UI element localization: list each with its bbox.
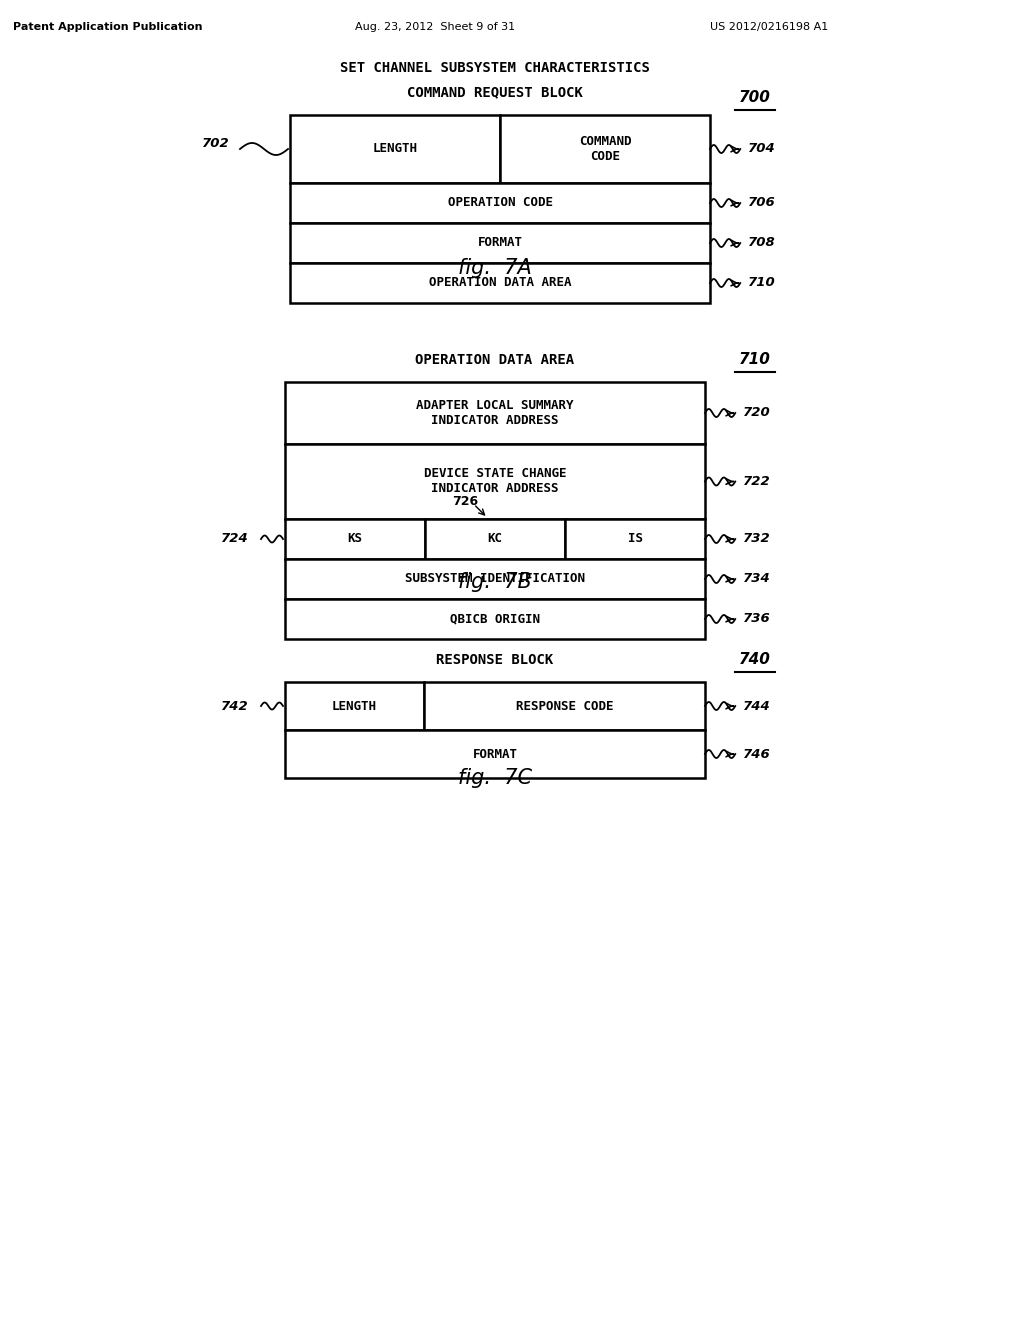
Bar <box>425 519 565 558</box>
Text: LENGTH: LENGTH <box>373 143 418 156</box>
Text: 710: 710 <box>739 352 771 367</box>
Text: QBICB ORIGIN: QBICB ORIGIN <box>450 612 540 626</box>
Bar <box>424 682 705 730</box>
Text: SET CHANNEL SUBSYSTEM CHARACTERISTICS: SET CHANNEL SUBSYSTEM CHARACTERISTICS <box>340 61 650 75</box>
Text: 740: 740 <box>739 652 771 668</box>
Text: fig.  7B: fig. 7B <box>458 572 531 591</box>
Bar <box>290 223 710 263</box>
Text: 708: 708 <box>749 236 776 249</box>
Text: Patent Application Publication: Patent Application Publication <box>13 22 203 32</box>
Text: Aug. 23, 2012  Sheet 9 of 31: Aug. 23, 2012 Sheet 9 of 31 <box>355 22 515 32</box>
Bar <box>500 115 710 183</box>
Text: RESPONSE BLOCK: RESPONSE BLOCK <box>436 653 554 667</box>
Bar <box>285 730 705 777</box>
Text: FORMAT: FORMAT <box>472 747 517 760</box>
Text: RESPONSE CODE: RESPONSE CODE <box>515 700 613 713</box>
Bar <box>290 183 710 223</box>
Text: 732: 732 <box>743 532 771 545</box>
Bar <box>285 558 705 599</box>
Text: 746: 746 <box>743 747 771 760</box>
Bar <box>290 263 710 304</box>
Text: COMMAND
CODE: COMMAND CODE <box>579 135 631 162</box>
Bar <box>290 115 500 183</box>
Text: 706: 706 <box>749 197 776 210</box>
Text: OPERATION DATA AREA: OPERATION DATA AREA <box>429 276 571 289</box>
Bar <box>285 444 705 519</box>
Text: US 2012/0216198 A1: US 2012/0216198 A1 <box>710 22 828 32</box>
Text: 720: 720 <box>743 407 771 420</box>
Text: DEVICE STATE CHANGE
INDICATOR ADDRESS: DEVICE STATE CHANGE INDICATOR ADDRESS <box>424 467 566 495</box>
Text: 700: 700 <box>739 91 771 106</box>
Text: IS: IS <box>628 532 643 545</box>
Bar <box>285 519 425 558</box>
Text: 726: 726 <box>453 495 478 508</box>
Text: LENGTH: LENGTH <box>332 700 377 713</box>
Text: OPERATION DATA AREA: OPERATION DATA AREA <box>416 352 574 367</box>
Text: 704: 704 <box>749 143 776 156</box>
Text: FORMAT: FORMAT <box>477 236 522 249</box>
Text: ADAPTER LOCAL SUMMARY
INDICATOR ADDRESS: ADAPTER LOCAL SUMMARY INDICATOR ADDRESS <box>416 399 573 426</box>
Text: 744: 744 <box>743 700 771 713</box>
Bar <box>565 519 705 558</box>
Text: 736: 736 <box>743 612 771 626</box>
Text: KS: KS <box>347 532 362 545</box>
Text: 742: 742 <box>221 700 249 713</box>
Text: fig.  7C: fig. 7C <box>458 768 532 788</box>
Bar <box>285 682 424 730</box>
Text: 710: 710 <box>749 276 776 289</box>
Bar <box>285 381 705 444</box>
Text: 724: 724 <box>221 532 249 545</box>
Text: OPERATION CODE: OPERATION CODE <box>447 197 553 210</box>
Text: 734: 734 <box>743 573 771 586</box>
Text: SUBSYSTEM IDENTIFICATION: SUBSYSTEM IDENTIFICATION <box>406 573 585 586</box>
Bar <box>285 599 705 639</box>
Text: COMMAND REQUEST BLOCK: COMMAND REQUEST BLOCK <box>408 84 583 99</box>
Text: fig.  7A: fig. 7A <box>458 257 531 279</box>
Text: 702: 702 <box>203 137 230 150</box>
Text: KC: KC <box>487 532 503 545</box>
Text: 722: 722 <box>743 475 771 488</box>
